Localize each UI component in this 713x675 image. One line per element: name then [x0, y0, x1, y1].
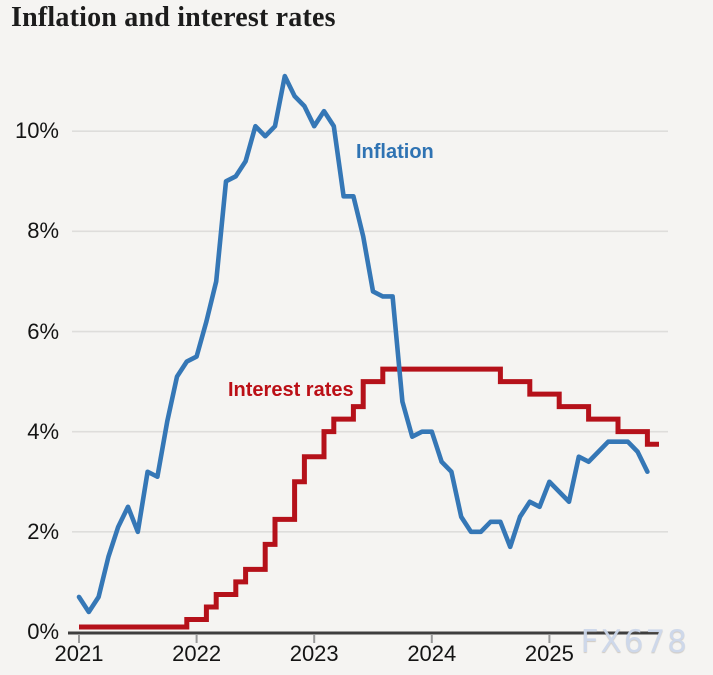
x-tick-label: 2024	[407, 641, 457, 666]
interest-rates-series-label: Interest rates	[228, 379, 354, 401]
x-tick-label: 2023	[289, 641, 339, 666]
x-tick-label: 2025	[524, 641, 574, 666]
inflation-line	[76, 73, 650, 615]
x-tick-label: 2022	[172, 641, 222, 666]
x-tick-label: 2021	[54, 641, 104, 666]
y-tick-label: 0%	[27, 619, 59, 644]
interest-rates-line	[79, 366, 659, 630]
y-tick-label: 6%	[27, 318, 59, 344]
watermark-text: FX678	[580, 624, 689, 660]
y-tick-label: 2%	[27, 518, 59, 544]
chart-title: Inflation and interest rates	[11, 2, 336, 33]
y-tick-label: 10%	[14, 118, 59, 144]
inflation-series-label: Inflation	[356, 141, 434, 163]
y-tick-label: 8%	[27, 218, 59, 244]
y-tick-label: 4%	[27, 418, 59, 444]
